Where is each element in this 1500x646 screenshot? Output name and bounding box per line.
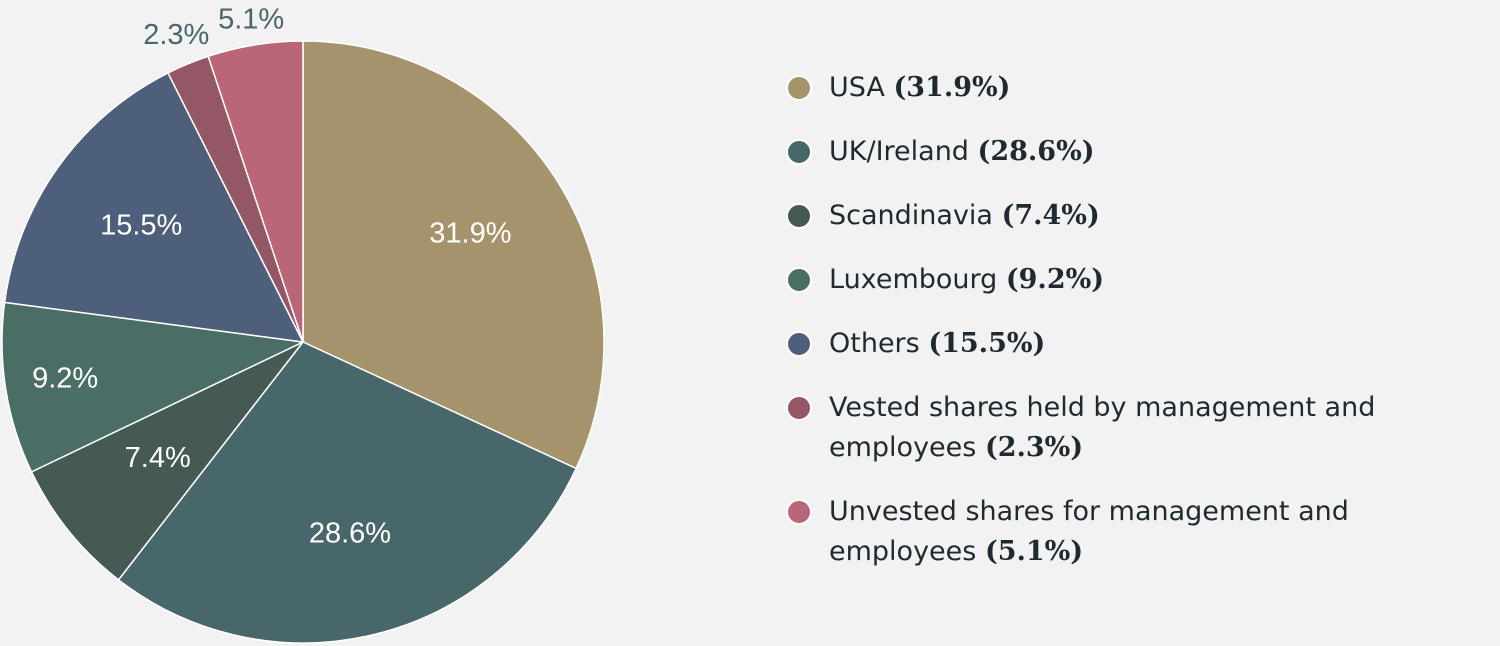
pie-slice-usa	[302, 40, 605, 470]
legend-percent: (31.9%)	[893, 72, 1011, 103]
slice-value-label: 28.6%	[309, 518, 391, 550]
legend-percent: (9.2%)	[1005, 264, 1105, 295]
legend-swatch-usa	[786, 75, 812, 101]
legend-swatch-unvested-shares	[786, 499, 812, 525]
legend-percent: (15.5%)	[928, 328, 1046, 359]
legend-swatch-others	[786, 331, 812, 357]
legend-item-usa: USA (31.9%)	[786, 68, 1486, 108]
legend-percent: (28.6%)	[977, 136, 1095, 167]
pie-slice-scandinavia	[30, 341, 304, 581]
legend-item-uk-ireland: UK/Ireland (28.6%)	[786, 132, 1486, 172]
pie-slice-uk-ireland	[117, 341, 578, 644]
legend-label: Unvested shares for management and emplo…	[829, 496, 1349, 567]
slice-value-label: 31.9%	[429, 218, 511, 250]
legend-percent: (5.1%)	[984, 536, 1084, 567]
legend-swatch-vested-shares	[786, 395, 812, 421]
legend-label: Others	[829, 328, 920, 359]
legend-label: Vested shares held by management and emp…	[829, 392, 1376, 463]
slice-value-label: 9.2%	[32, 362, 98, 394]
legend-swatch-scandinavia	[786, 203, 812, 229]
slice-value-label: 15.5%	[100, 209, 182, 241]
pie-chart: 31.9% 28.6% 7.4% 9.2% 15.5% 2.3% 5.1%	[1, 4, 605, 644]
pie-chart-area: 31.9% 28.6% 7.4% 9.2% 15.5% 2.3% 5.1%	[0, 0, 740, 646]
slice-value-label: 2.3%	[143, 19, 209, 51]
pie-slice-luxembourg	[1, 301, 306, 473]
legend-label: Scandinavia	[829, 200, 993, 231]
legend-swatch-luxembourg	[786, 267, 812, 293]
legend-percent: (2.3%)	[984, 432, 1084, 463]
pie-slice-unvested-shares-for-management-and-employees	[207, 40, 304, 343]
slice-value-label: 7.4%	[125, 442, 191, 474]
legend-label: UK/Ireland	[829, 136, 969, 167]
legend-percent: (7.4%)	[1001, 200, 1100, 231]
legend-item-vested-shares: Vested shares held by management and emp…	[786, 388, 1486, 468]
legend-label: USA	[829, 72, 885, 103]
legend-item-others: Others (15.5%)	[786, 324, 1486, 364]
legend-item-luxembourg: Luxembourg (9.2%)	[786, 260, 1486, 300]
legend-swatch-uk-ireland	[786, 139, 812, 165]
legend-item-unvested-shares: Unvested shares for management and emplo…	[786, 492, 1486, 572]
pie-slice-others	[3, 71, 305, 343]
legend-item-scandinavia: Scandinavia (7.4%)	[786, 196, 1486, 236]
chart-legend: USA (31.9%) UK/Ireland (28.6%) Scandinav…	[786, 68, 1486, 596]
slice-value-label: 5.1%	[218, 4, 284, 36]
legend-label: Luxembourg	[829, 264, 998, 295]
